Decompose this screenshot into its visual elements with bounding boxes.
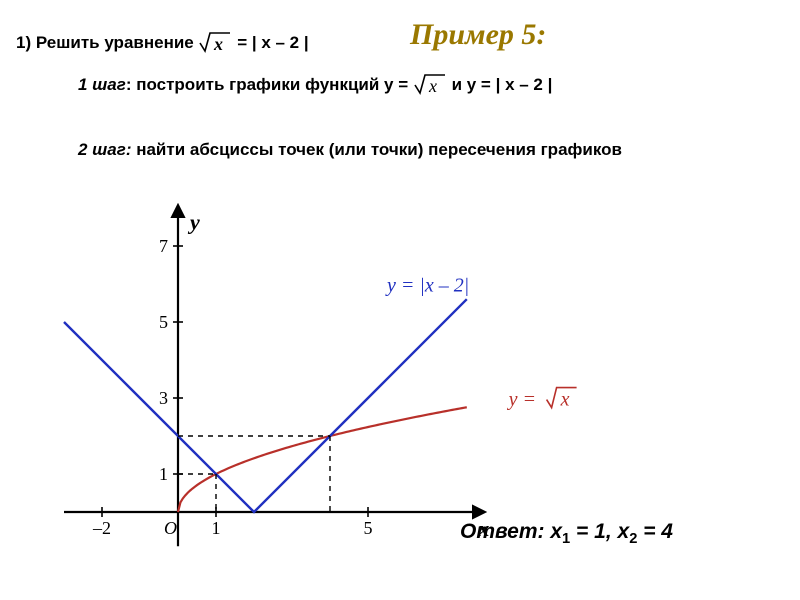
- step2-text: найти абсциссы точек (или точки) пересеч…: [131, 140, 622, 159]
- step1-text-b: и у = | х – 2 |: [447, 75, 553, 94]
- problem-statement: 1) Решить уравнение x = | x – 2 |: [16, 30, 309, 54]
- svg-text:5: 5: [364, 518, 373, 538]
- chart-svg: 1357–215Oxyy =xy = |x – 2|: [60, 200, 500, 560]
- slide: Пример 5: 1) Решить уравнение x = | x – …: [0, 0, 800, 600]
- answer-x2-val: = 4: [637, 520, 673, 543]
- answer-x1-sub: 1: [562, 531, 570, 547]
- answer-x1-val: = 1,: [570, 520, 617, 543]
- svg-text:1: 1: [159, 464, 168, 484]
- step2-label: 2 шаг:: [78, 140, 131, 159]
- problem-rhs: = | x – 2 |: [232, 33, 308, 52]
- svg-text:y = |x – 2|: y = |x – 2|: [385, 275, 469, 297]
- svg-text:O: O: [164, 518, 177, 538]
- svg-text:–2: –2: [92, 518, 111, 538]
- answer-x2-var: х: [618, 520, 630, 543]
- step1-text-a: : построить графики функций у =: [126, 75, 413, 94]
- slide-title: Пример 5:: [410, 18, 546, 52]
- chart: 1357–215Oxyy =xy = |x – 2|: [60, 200, 500, 560]
- svg-text:y =: y =: [507, 389, 536, 411]
- answer: Ответ: х1 = 1, х2 = 4: [460, 520, 673, 547]
- svg-text:7: 7: [159, 236, 168, 256]
- sqrt-icon: x: [198, 30, 232, 54]
- problem-prefix: 1) Решить уравнение: [16, 33, 198, 52]
- step-1: 1 шаг: построить графики функций у = x и…: [78, 72, 552, 96]
- svg-text:1: 1: [212, 518, 221, 538]
- svg-text:x: x: [428, 76, 437, 96]
- step-2: 2 шаг: найти абсциссы точек (или точки) …: [78, 140, 622, 160]
- svg-text:x: x: [213, 34, 223, 54]
- svg-text:3: 3: [159, 388, 168, 408]
- sqrt-icon: x: [413, 72, 447, 96]
- svg-text:y: y: [187, 210, 200, 235]
- answer-x1-var: х: [550, 520, 562, 543]
- step1-label: 1 шаг: [78, 75, 126, 94]
- title-text: Пример 5:: [410, 18, 546, 51]
- answer-label: Ответ:: [460, 520, 545, 543]
- svg-text:5: 5: [159, 312, 168, 332]
- svg-text:x: x: [560, 389, 570, 411]
